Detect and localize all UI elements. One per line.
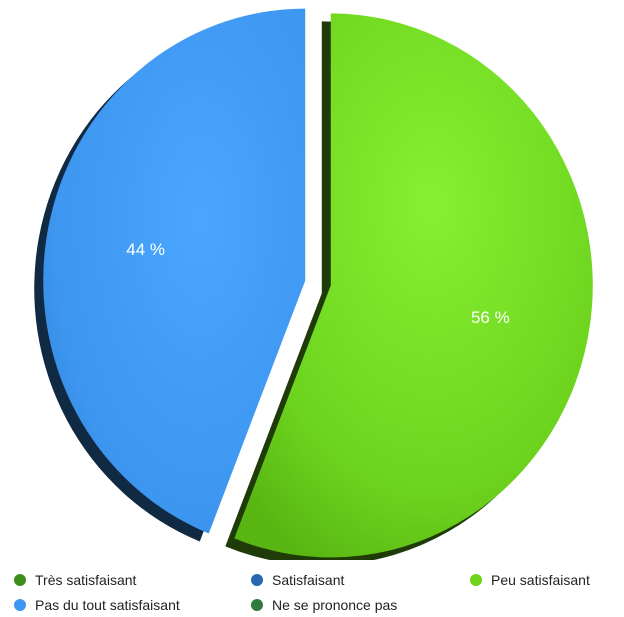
legend-marker-icon	[251, 574, 263, 586]
legend-marker-icon	[470, 574, 482, 586]
legend-item-peu-satisfaisant[interactable]: Peu satisfaisant	[470, 572, 590, 588]
slice-value-label: 56 %	[471, 308, 510, 327]
pie-chart: 56 % 44 %	[34, 8, 593, 560]
legend-marker-icon	[14, 574, 26, 586]
legend-item-tres-satisfaisant[interactable]: Très satisfaisant	[14, 572, 136, 588]
legend-label: Peu satisfaisant	[491, 572, 590, 588]
legend-label: Ne se prononce pas	[272, 597, 398, 613]
legend-label: Très satisfaisant	[35, 572, 137, 588]
legend-item-pas-du-tout-satisfaisant[interactable]: Pas du tout satisfaisant	[14, 597, 180, 613]
pie-slice-peu-satisfaisant[interactable]	[234, 13, 593, 558]
legend-marker-icon	[14, 599, 26, 611]
slice-value-label: 44 %	[126, 240, 165, 259]
legend-item-satisfaisant[interactable]: Satisfaisant	[251, 572, 344, 588]
legend-item-ne-se-prononce-pas[interactable]: Ne se prononce pas	[251, 597, 397, 613]
legend-marker-icon	[251, 599, 263, 611]
pie-slice-pas-du-tout-satisfaisant[interactable]	[43, 8, 306, 534]
legend-label: Satisfaisant	[272, 572, 345, 588]
legend-label: Pas du tout satisfaisant	[35, 597, 180, 613]
legend: Très satisfaisant Satisfaisant Peu satis…	[0, 568, 624, 617]
